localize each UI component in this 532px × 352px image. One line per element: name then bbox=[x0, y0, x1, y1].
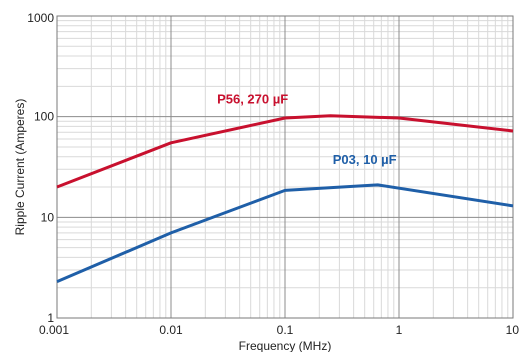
x-tick-label: 0.001 bbox=[39, 323, 69, 337]
series-labels: P56, 270 µF P03, 10 µF bbox=[217, 92, 397, 167]
series-layer bbox=[56, 114, 514, 283]
y-axis-title: Ripple Current (Amperes) bbox=[13, 99, 27, 236]
x-tick-label: 0.01 bbox=[159, 323, 183, 337]
y-tick-label: 100 bbox=[34, 110, 54, 124]
y-tick-label: 1000 bbox=[27, 11, 54, 25]
y-tick-label: 10 bbox=[41, 210, 55, 224]
x-tick-label: 10 bbox=[506, 323, 520, 337]
plot-frame bbox=[56, 15, 514, 319]
x-tick-label: 0.1 bbox=[277, 323, 294, 337]
series-line-1 bbox=[56, 183, 514, 283]
y-tick-label: 1 bbox=[47, 311, 54, 325]
x-tick-labels: 0.001 0.01 0.1 1 10 bbox=[39, 323, 519, 337]
x-axis-title: Frequency (MHz) bbox=[239, 339, 332, 352]
series-line-0 bbox=[56, 114, 514, 189]
y-tick-labels: 1 10 100 1000 bbox=[27, 11, 54, 325]
series-label-1: P03, 10 µF bbox=[333, 152, 397, 167]
x-tick-label: 1 bbox=[396, 323, 403, 337]
series-label-0: P56, 270 µF bbox=[217, 92, 288, 107]
